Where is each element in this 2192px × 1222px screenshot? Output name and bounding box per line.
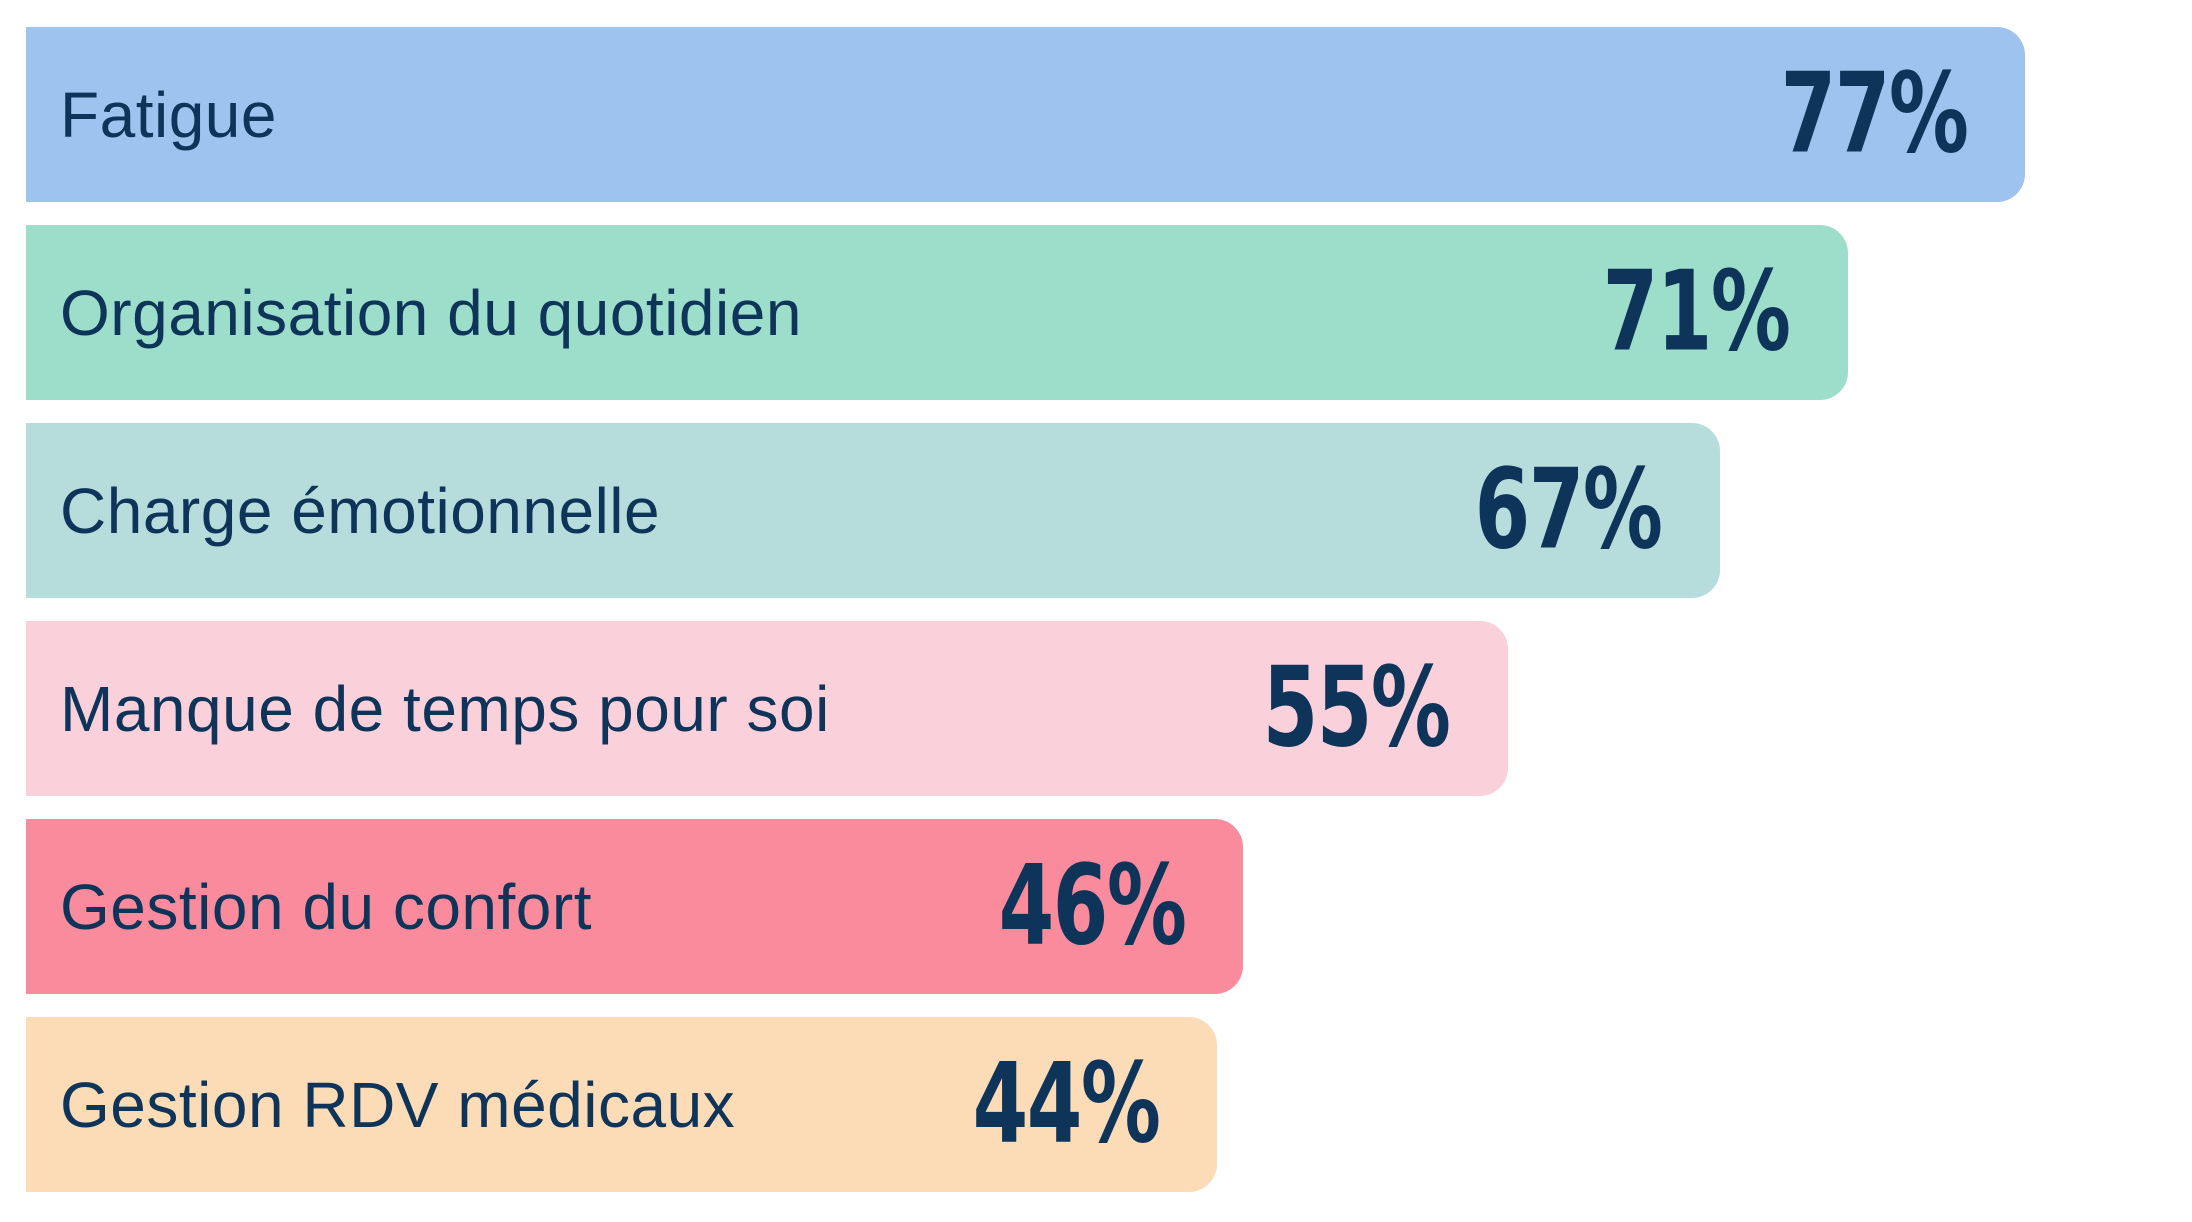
bar-value: 46% [998, 842, 1186, 971]
bar-value: 55% [1262, 644, 1451, 773]
bar-value: 77% [1780, 50, 1968, 179]
bar-row: Organisation du quotidien 71% [26, 225, 1848, 400]
bar-value: 71% [1602, 248, 1791, 377]
bar-row: Gestion du confort 46% [26, 819, 1244, 994]
bar-value: 44% [972, 1040, 1160, 1169]
bar-label: Charge émotionnelle [60, 474, 661, 547]
bar-label: Gestion du confort [60, 870, 592, 943]
bar-value: 67% [1474, 446, 1663, 575]
bar-row: Charge émotionnelle 67% [26, 423, 1720, 598]
bar-label: Manque de temps pour soi [60, 672, 830, 745]
bar-row: Manque de temps pour soi 55% [26, 621, 1508, 796]
bar-label: Gestion RDV médicaux [60, 1068, 736, 1141]
bar-label: Organisation du quotidien [60, 276, 802, 349]
bar-row: Gestion RDV médicaux 44% [26, 1017, 1218, 1192]
bar-row: Fatigue 77% [26, 27, 2026, 202]
bar-label: Fatigue [60, 78, 277, 151]
